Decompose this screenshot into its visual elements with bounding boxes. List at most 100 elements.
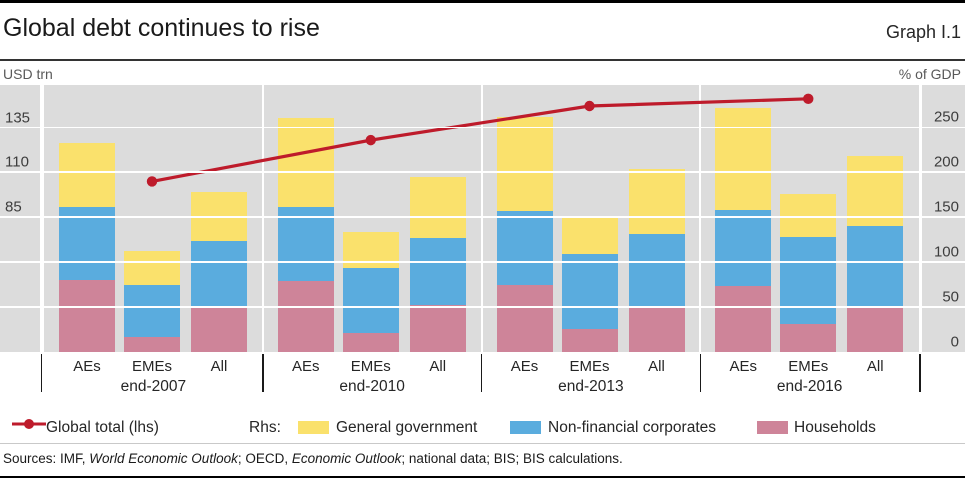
- bar-segment-general-government: [780, 193, 837, 237]
- group-separator: [261, 85, 264, 352]
- line-point: [584, 100, 595, 112]
- legend: Global total (lhs) Rhs: General governme…: [0, 408, 965, 444]
- bar-category-label: AEs: [291, 358, 320, 375]
- sources-segment: ; national data; BIS; BIS calculations.: [401, 451, 623, 466]
- group-separator: [699, 85, 702, 352]
- bar-segment-households: [847, 307, 904, 352]
- group-label: end-2010: [339, 378, 405, 395]
- axis-tick-mark: [699, 354, 701, 392]
- bar-segment-non-financial-corporates: [277, 207, 334, 281]
- left-axis-tick-label: 135: [5, 109, 31, 127]
- stacked-bar: [780, 193, 837, 352]
- bar-segment-households: [780, 324, 837, 352]
- stacked-bar: [59, 143, 115, 352]
- bar-category-label: AEs: [73, 358, 101, 375]
- global-total-line: [146, 93, 814, 187]
- gridline: [0, 216, 965, 218]
- legend-label-general-government: General government: [336, 419, 478, 436]
- bar-category-label: All: [866, 358, 884, 375]
- bar-segment-non-financial-corporates: [342, 268, 399, 334]
- bar-segment-non-financial-corporates: [628, 234, 685, 308]
- axis-tick-mark: [40, 354, 43, 392]
- bar-segment-general-government: [715, 108, 772, 210]
- bar-segment-general-government: [59, 143, 115, 208]
- right-axis-unit: % of GDP: [898, 66, 961, 82]
- bar-category-label: AEs: [729, 358, 757, 375]
- stacked-bar: [496, 117, 553, 352]
- legend-label-non-financial-corporates: Non-financial corporates: [548, 419, 717, 436]
- bar-segment-households: [496, 285, 553, 352]
- stacked-bar: [847, 156, 904, 352]
- bar-category-label: All: [210, 358, 228, 375]
- bar-segment-households: [191, 306, 247, 352]
- bar-category-label: EMEs: [350, 358, 391, 375]
- right-axis-tick-label: 100: [933, 243, 959, 261]
- global-total-line-icon: [12, 419, 46, 429]
- bar-segment-non-financial-corporates: [715, 209, 772, 287]
- right-axis-tick-label: 250: [933, 108, 959, 126]
- legend-swatch-non-financial-corporates: [510, 421, 541, 434]
- bar-segment-general-government: [561, 218, 618, 255]
- bar-segment-households: [409, 305, 466, 352]
- bar-category-label: All: [648, 358, 665, 375]
- gridline: [0, 261, 965, 263]
- legend-swatch-general-government: [298, 421, 329, 434]
- x-axis: AEs EMEs All end-2007 AEs EMEs All end-2010 AEs E…: [0, 352, 965, 402]
- legend-label-global-total: Global total (lhs): [46, 419, 159, 436]
- bar-segment-households: [124, 336, 180, 352]
- bar-segment-general-government: [277, 118, 334, 208]
- bar-segment-households: [628, 307, 685, 352]
- axis-tick-mark: [480, 354, 483, 392]
- bar-segment-general-government: [628, 168, 685, 235]
- stacked-bar: [124, 251, 180, 352]
- chart-band: 250 200 150 100 50 0 135 110 85: [0, 85, 965, 352]
- bar-category-label: EMEs: [131, 358, 172, 375]
- stacked-bar: [561, 218, 618, 352]
- top-border: [0, 0, 965, 3]
- gridline: [0, 306, 965, 308]
- group-separator: [480, 85, 483, 352]
- bar-segment-non-financial-corporates: [59, 207, 115, 281]
- line-point: [146, 176, 158, 187]
- bar-segment-non-financial-corporates: [847, 226, 904, 308]
- gridline: [0, 171, 965, 173]
- left-axis-unit: USD trn: [3, 66, 53, 82]
- bar-category-label: AEs: [510, 358, 539, 375]
- right-axis-tick-label: 200: [933, 153, 959, 171]
- left-axis-tick-label: 110: [5, 153, 29, 171]
- group-label: end-2013: [558, 378, 624, 395]
- bar-segment-non-financial-corporates: [124, 285, 180, 337]
- left-axis-tick-label: 85: [5, 198, 22, 216]
- bar-segment-general-government: [496, 117, 553, 211]
- right-axis-tick-label: 150: [933, 198, 959, 216]
- bar-segment-households: [561, 328, 618, 352]
- title-rule: [0, 59, 965, 61]
- line-point: [803, 93, 814, 105]
- sources-segment: Sources: IMF,: [3, 451, 90, 466]
- gridline: [0, 126, 965, 128]
- bar-segment-households: [59, 280, 115, 352]
- bar-segment-households: [342, 333, 399, 352]
- line-point: [365, 134, 376, 146]
- bar-segment-non-financial-corporates: [561, 254, 618, 329]
- stacked-bar: [342, 232, 399, 352]
- right-axis-tick-label: 0: [950, 333, 959, 351]
- graph-number: Graph I.1: [885, 22, 961, 42]
- group-label: end-2007: [120, 378, 187, 395]
- stacked-bar: [409, 176, 466, 352]
- bar-category-label: All: [429, 358, 447, 375]
- bar-segment-non-financial-corporates: [191, 241, 247, 307]
- bottom-border: [0, 476, 965, 478]
- sources-italic-segment: Economic Outlook: [291, 451, 402, 466]
- bar-segment-general-government: [124, 251, 180, 286]
- sources-segment: ; OECD,: [237, 451, 292, 466]
- stacked-bar: [277, 118, 334, 352]
- group-label: end-2016: [776, 378, 843, 395]
- plot-area: [44, 85, 919, 352]
- legend-swatch-households: [757, 421, 788, 434]
- legend-label-households: Households: [794, 419, 876, 436]
- stacked-bar: [628, 168, 685, 352]
- sources-text: Sources: IMF, World Economic Outlook; OE…: [3, 451, 623, 466]
- bar-category-label: EMEs: [569, 358, 610, 375]
